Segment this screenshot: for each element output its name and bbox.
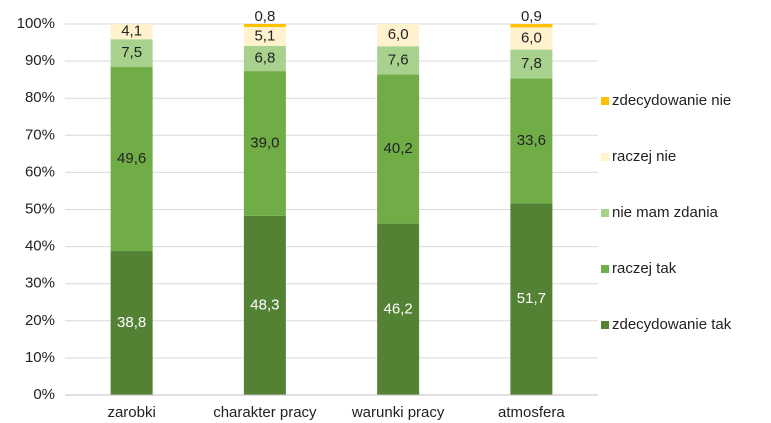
legend-swatch: [601, 153, 609, 161]
bar-segment: [510, 203, 553, 395]
legend-label: zdecydowanie tak: [612, 316, 732, 333]
data-label: 0,9: [521, 8, 542, 25]
bar-segment: [243, 71, 286, 216]
y-tick-label: 10%: [25, 349, 55, 366]
data-label: 5,1: [254, 27, 275, 44]
data-label: 0,8: [254, 8, 275, 25]
data-label: 49,6: [117, 150, 146, 167]
bar-segment: [510, 27, 553, 50]
y-tick-label: 80%: [25, 89, 55, 106]
y-tick-label: 50%: [25, 200, 55, 217]
legend-label: raczej nie: [612, 148, 676, 165]
data-label: 46,2: [384, 300, 413, 317]
data-label: 7,8: [521, 55, 542, 72]
data-label: 33,6: [517, 132, 546, 149]
y-tick-label: 90%: [25, 52, 55, 69]
y-tick-label: 20%: [25, 312, 55, 329]
y-tick-label: 60%: [25, 163, 55, 180]
bar-segment: [510, 24, 553, 28]
y-tick-label: 70%: [25, 126, 55, 143]
y-tick-label: 100%: [17, 15, 55, 32]
bar-segment: [243, 26, 286, 46]
bar-segment: [243, 215, 286, 395]
legend-label: zdecydowanie nie: [612, 92, 731, 109]
data-label: 6,0: [521, 29, 542, 46]
x-tick-label: charakter pracy: [213, 404, 317, 421]
data-label: 48,3: [250, 296, 279, 313]
y-tick-label: 30%: [25, 275, 55, 292]
bar-segment: [377, 24, 420, 47]
bar-segment: [377, 223, 420, 395]
bar-segment: [377, 46, 420, 75]
bar-segment: [110, 39, 153, 68]
bar-segment: [510, 49, 553, 79]
bar-segment: [243, 45, 286, 72]
data-label: 4,1: [121, 23, 142, 40]
data-label: 38,8: [117, 314, 146, 331]
data-label: 40,2: [384, 140, 413, 157]
data-label: 6,0: [388, 26, 409, 43]
bar-segment: [110, 24, 153, 40]
data-label: 7,6: [388, 51, 409, 68]
bar-segment: [377, 74, 420, 224]
legend-label: raczej tak: [612, 260, 677, 277]
data-label: 39,0: [250, 134, 279, 151]
data-label: 6,8: [254, 49, 275, 66]
data-label: 7,5: [121, 44, 142, 61]
legend-label: nie mam zdania: [612, 204, 719, 221]
legend-swatch: [601, 265, 609, 273]
x-tick-label: warunki pracy: [351, 404, 445, 421]
y-tick-label: 0%: [33, 386, 55, 403]
legend-swatch: [601, 321, 609, 329]
bar-segment: [243, 24, 286, 27]
bar-segment: [510, 78, 553, 204]
bar-segment: [110, 67, 153, 252]
legend-swatch: [601, 209, 609, 217]
legend-swatch: [601, 97, 609, 105]
bar-segment: [110, 251, 153, 395]
data-label: 51,7: [517, 290, 546, 307]
y-tick-label: 40%: [25, 238, 55, 255]
x-tick-label: atmosfera: [498, 404, 565, 421]
x-tick-label: zarobki: [107, 404, 155, 421]
